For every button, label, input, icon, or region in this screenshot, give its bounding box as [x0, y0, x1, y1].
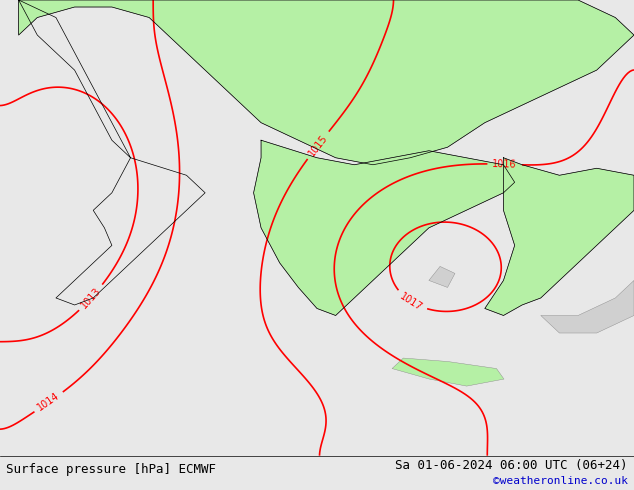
Text: ©weatheronline.co.uk: ©weatheronline.co.uk: [493, 476, 628, 487]
Text: 1016: 1016: [492, 159, 517, 170]
Text: 1014: 1014: [36, 391, 61, 413]
Text: 1017: 1017: [398, 291, 424, 313]
Text: Surface pressure [hPa] ECMWF: Surface pressure [hPa] ECMWF: [6, 463, 216, 476]
Text: 1015: 1015: [307, 132, 330, 158]
Text: Sa 01-06-2024 06:00 UTC (06+24): Sa 01-06-2024 06:00 UTC (06+24): [395, 460, 628, 472]
Text: 1013: 1013: [79, 285, 103, 310]
